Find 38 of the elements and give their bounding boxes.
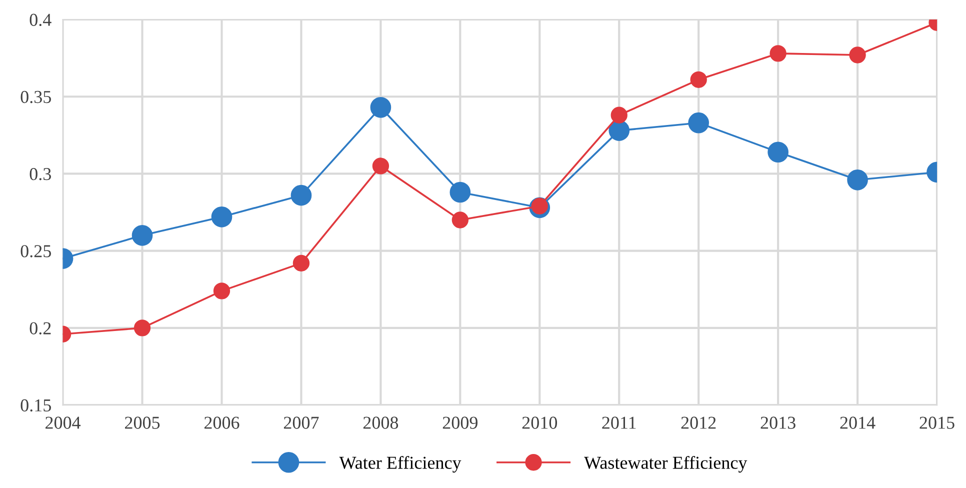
point: [211, 206, 232, 228]
y-tick-label: 0.2: [30, 322, 51, 334]
y-tick-label: 0.15: [20, 399, 51, 412]
legend-label: Wastewater Efficiency: [584, 456, 748, 473]
point: [690, 71, 707, 88]
point: [608, 120, 630, 141]
legend-label: Water Efficiency: [339, 456, 462, 473]
x-tick-label: 2008: [363, 416, 398, 429]
point: [370, 97, 392, 118]
x-tick-label: 2012: [681, 416, 716, 429]
x-tick-label: 2007: [284, 416, 319, 429]
point: [688, 112, 710, 134]
point: [290, 184, 312, 206]
point: [849, 46, 866, 64]
x-tick-label: 2013: [760, 416, 796, 429]
x-tick-label: 2006: [204, 416, 240, 429]
point: [768, 142, 788, 163]
y-tick-label: 0.35: [20, 90, 51, 104]
y-tick-label: 0.4: [30, 14, 52, 26]
point: [610, 106, 628, 124]
x-tick-label: 2009: [442, 416, 478, 429]
point: [213, 282, 230, 300]
x-tick-label: 2011: [602, 416, 636, 429]
point: [770, 45, 786, 62]
point: [372, 158, 390, 174]
point: [847, 169, 868, 190]
point: [132, 224, 153, 246]
point: [452, 212, 468, 228]
point: [292, 254, 310, 272]
x-tick-label: 2015: [920, 416, 954, 429]
x-tick-label: 2010: [522, 416, 558, 429]
x-tick-label: 2004: [46, 416, 81, 429]
point: [450, 182, 471, 203]
y-tick-label: 0.3: [30, 168, 51, 180]
y-tick-label: 0.25: [20, 245, 51, 258]
point: [134, 320, 151, 336]
x-tick-label: 2014: [840, 416, 876, 429]
x-tick-label: 2005: [125, 416, 160, 429]
